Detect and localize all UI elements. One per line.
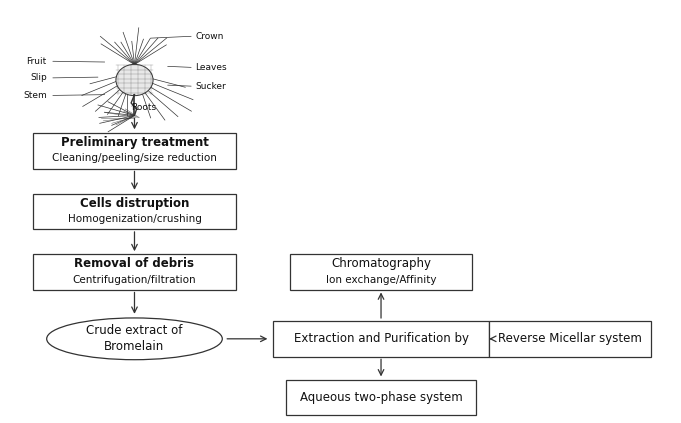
Text: Removal of debris: Removal of debris bbox=[74, 257, 195, 270]
Text: Chromatography: Chromatography bbox=[331, 257, 431, 270]
Text: Preliminary treatment: Preliminary treatment bbox=[61, 136, 208, 149]
FancyBboxPatch shape bbox=[290, 254, 472, 290]
Text: Slip: Slip bbox=[30, 74, 47, 82]
Text: Reverse Micellar system: Reverse Micellar system bbox=[498, 332, 642, 345]
FancyBboxPatch shape bbox=[33, 133, 236, 169]
Text: Stem: Stem bbox=[23, 91, 47, 100]
FancyBboxPatch shape bbox=[33, 194, 236, 229]
Text: Cells distruption: Cells distruption bbox=[80, 197, 189, 210]
Text: Fruit: Fruit bbox=[27, 57, 47, 66]
Text: Homogenization/crushing: Homogenization/crushing bbox=[67, 214, 202, 224]
Text: Bromelain: Bromelain bbox=[104, 340, 165, 353]
FancyBboxPatch shape bbox=[33, 254, 236, 290]
Text: Roots: Roots bbox=[131, 104, 156, 113]
Text: Aqueous two-phase system: Aqueous two-phase system bbox=[300, 391, 462, 404]
Text: Leaves: Leaves bbox=[195, 63, 227, 72]
Text: Crude extract of: Crude extract of bbox=[86, 324, 183, 337]
Ellipse shape bbox=[116, 64, 153, 96]
Text: Ion exchange/Affinity: Ion exchange/Affinity bbox=[326, 275, 437, 285]
Text: Sucker: Sucker bbox=[195, 82, 226, 91]
FancyBboxPatch shape bbox=[273, 321, 489, 357]
Text: Centrifugation/filtration: Centrifugation/filtration bbox=[73, 275, 196, 285]
Ellipse shape bbox=[47, 318, 222, 360]
Text: Crown: Crown bbox=[195, 32, 223, 41]
FancyBboxPatch shape bbox=[489, 321, 651, 357]
FancyBboxPatch shape bbox=[287, 379, 475, 415]
Text: Cleaning/peeling/size reduction: Cleaning/peeling/size reduction bbox=[52, 154, 217, 163]
Text: Extraction and Purification by: Extraction and Purification by bbox=[294, 332, 469, 345]
